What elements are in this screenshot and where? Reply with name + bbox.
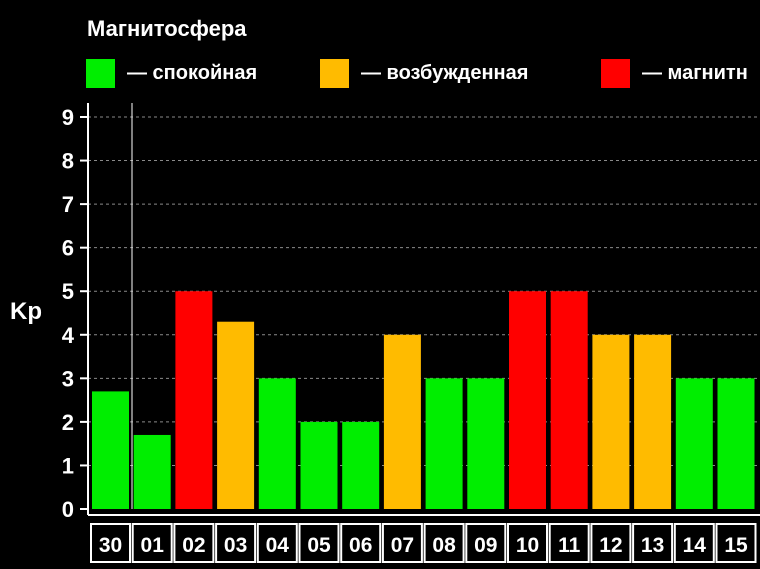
bar (467, 378, 505, 509)
x-tick-label: 06 (349, 534, 372, 557)
x-tick-label: 13 (641, 534, 664, 557)
bar (550, 291, 588, 509)
x-tick-box (507, 523, 548, 563)
x-tick-box (632, 523, 674, 563)
x-tick-box (173, 523, 215, 563)
x-tick-label: 01 (141, 534, 165, 557)
y-tick-label: 5 (62, 279, 74, 304)
x-tick-label: 03 (224, 534, 247, 557)
bar (634, 334, 672, 509)
y-tick-label: 1 (62, 453, 74, 478)
chart-title: Магнитосфера (87, 16, 247, 41)
bar (675, 378, 713, 509)
x-tick-label: 07 (391, 534, 414, 557)
x-tick-label: 02 (182, 534, 205, 557)
x-tick-box (131, 523, 173, 563)
x-tick-label: 10 (516, 534, 539, 557)
x-tick-box (298, 523, 340, 563)
bar (133, 434, 171, 509)
x-tick-label: 30 (99, 534, 122, 557)
x-tick-label: 15 (724, 534, 748, 557)
legend-item-excited: — возбужденная (320, 58, 528, 88)
legend-label-storm: — магнитн (642, 61, 748, 84)
x-tick-box (715, 523, 757, 563)
legend-label-excited: — возбужденная (361, 61, 529, 84)
legend-swatch-excited (320, 58, 349, 88)
x-tick-label: 08 (432, 534, 456, 557)
bar (425, 378, 463, 509)
bar (383, 334, 421, 509)
x-tick-box (423, 523, 465, 563)
bar (592, 334, 630, 509)
x-tick-box (340, 523, 382, 563)
x-tick-box (590, 523, 632, 563)
x-tick-box (90, 523, 131, 563)
legend-label-calm: — спокойная (127, 61, 258, 84)
y-tick-label: 8 (62, 149, 74, 174)
x-tick-label: 05 (307, 534, 331, 557)
y-tick-label: 2 (62, 410, 74, 435)
y-tick-label: 9 (62, 105, 74, 130)
y-tick-label: 6 (62, 236, 74, 261)
bar (342, 421, 380, 509)
x-tick-box (673, 523, 715, 563)
y-axis-label: Kp (10, 298, 42, 325)
y-tick-label: 3 (62, 366, 74, 391)
y-tick-label: 0 (62, 497, 74, 522)
bar (300, 421, 338, 509)
x-tick-box (215, 523, 257, 563)
bar (258, 378, 296, 509)
x-tick-label: 11 (558, 534, 581, 557)
legend-item-storm: — магнитн (601, 58, 748, 88)
x-tick-label: 12 (599, 534, 622, 557)
bar (509, 291, 546, 509)
x-tick-box (548, 523, 590, 563)
bar (717, 378, 755, 509)
x-tick-box (465, 523, 507, 563)
bar (92, 391, 129, 509)
x-tick-label: 09 (474, 534, 497, 557)
legend-swatch-storm (601, 58, 630, 88)
legend-swatch-calm (86, 58, 115, 88)
y-tick-label: 4 (62, 323, 75, 348)
y-tick-label: 7 (62, 192, 74, 217)
x-tick-label: 04 (266, 534, 290, 557)
legend-item-calm: — спокойная (86, 58, 257, 88)
x-tick-box (256, 523, 298, 563)
x-tick-label: 14 (683, 534, 707, 557)
bar (175, 291, 213, 509)
bar (217, 321, 255, 509)
x-tick-box (381, 523, 423, 563)
